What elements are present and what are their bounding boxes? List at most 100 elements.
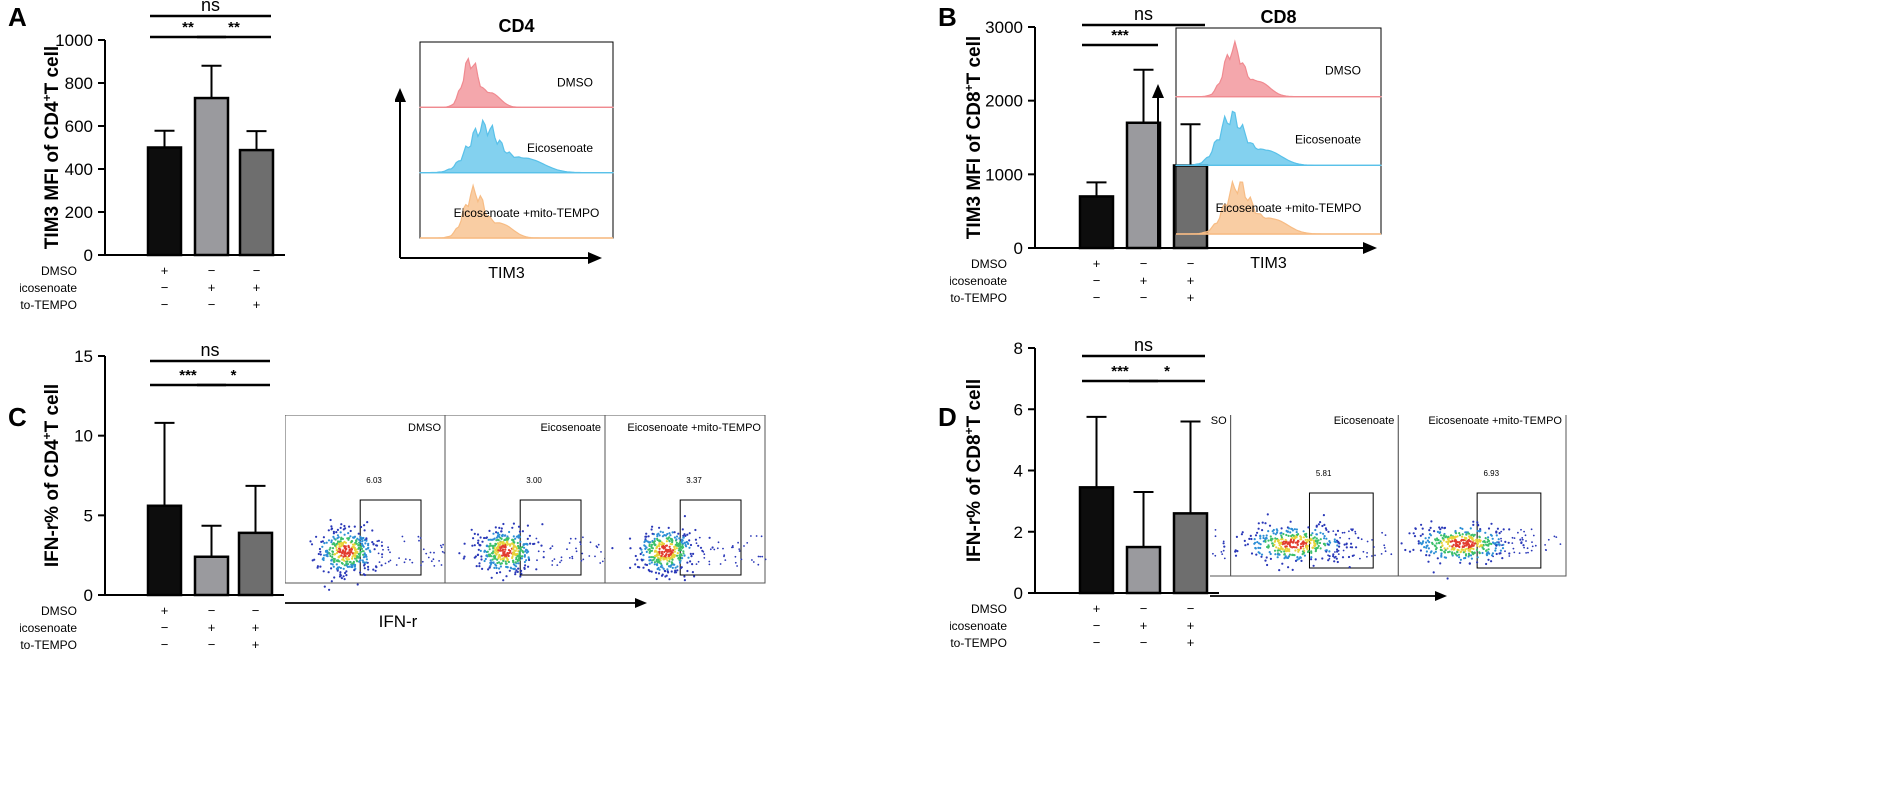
flow-dot (1495, 544, 1498, 547)
y-axis-label-suffix: T cell (964, 36, 985, 85)
flow-dot (1495, 552, 1498, 556)
bar (193, 555, 230, 597)
flow-dot (1284, 545, 1287, 548)
flow-dot (1223, 557, 1226, 560)
flow-dot (690, 555, 693, 558)
flow-dot (668, 578, 671, 581)
flow-dot (1302, 536, 1305, 539)
flow-dot (1287, 527, 1291, 530)
x-axis-arrow (1363, 242, 1377, 254)
treatment-sign: + (1187, 290, 1195, 305)
flow-dot (1425, 554, 1428, 557)
flow-dot (1336, 544, 1339, 547)
flow-dot (1517, 531, 1519, 534)
flow-dot (333, 560, 336, 563)
flow-dot (1256, 531, 1259, 534)
flow-dot (1295, 546, 1298, 549)
y-axis-label-main: IFN-r% of CD4 (42, 439, 63, 567)
bar (238, 148, 275, 257)
flow-dot (500, 527, 503, 530)
flow-dot (1284, 541, 1287, 544)
flow-dot (526, 524, 529, 527)
flow-dot (1424, 537, 1427, 540)
flow-dot (1314, 528, 1317, 532)
flow-dot (1446, 547, 1449, 550)
flow-dot (1274, 533, 1277, 536)
flow-dot (650, 546, 653, 549)
flow-dot (1434, 550, 1437, 553)
flow-dot (495, 531, 498, 534)
flow-dot (1494, 549, 1497, 552)
flow-dot (381, 541, 383, 544)
flow-dot (492, 561, 495, 564)
flow-dot (666, 568, 669, 571)
treatment-sign: + (252, 620, 260, 635)
flow-dot (1453, 552, 1456, 555)
treatment-label: Eicosenoate (20, 281, 77, 295)
x-axis-label: IFN-r (379, 612, 418, 631)
flow-dot (1307, 550, 1310, 553)
flow-dot (1458, 534, 1462, 537)
flow-dot (344, 555, 347, 558)
flow-dot (505, 541, 509, 544)
flow-dot (640, 551, 644, 554)
flow-dot (333, 576, 336, 579)
flow-dot (1470, 534, 1473, 537)
flow-dot (668, 536, 671, 539)
flow-dot (524, 550, 527, 553)
flow-dot (521, 555, 524, 558)
flow-dot (661, 531, 665, 534)
flow-dot (1319, 547, 1322, 550)
y-tick-label: 2000 (985, 92, 1023, 111)
flow-dot (1496, 527, 1499, 530)
flow-dot (1322, 532, 1325, 535)
flow-panel-frame (1397, 415, 1567, 577)
flow-dot (1325, 537, 1328, 540)
flow-dot (737, 541, 739, 544)
y-tick-label: 200 (65, 203, 93, 222)
flow-dot (483, 559, 486, 563)
flow-dot (1243, 539, 1246, 542)
flow-dot (476, 541, 480, 545)
flow-dots (309, 518, 446, 591)
flow-dot (340, 561, 343, 565)
flow-dot (339, 571, 342, 574)
flow-dot (495, 566, 498, 570)
flow-dot (476, 553, 479, 557)
flow-dot (1500, 530, 1503, 533)
flow-dot (1461, 527, 1464, 530)
flow-dots (1400, 520, 1562, 580)
flow-dot (678, 556, 681, 559)
flow-dot (1314, 558, 1317, 561)
flow-dot (483, 536, 486, 540)
flow-dot (1432, 571, 1435, 574)
flow-dot (321, 545, 324, 548)
flow-dot (1302, 540, 1305, 543)
flow-dot (499, 565, 502, 568)
flow-dot (362, 556, 365, 559)
flow-dot (1457, 549, 1460, 552)
flow-dot (333, 537, 336, 540)
flow-dot (363, 539, 366, 542)
flow-dot (1246, 543, 1249, 546)
flow-dot (389, 559, 392, 562)
flow-dot (1280, 538, 1283, 541)
flow-dot (339, 574, 342, 577)
flow-dot (1371, 555, 1373, 557)
flow-dots (458, 522, 607, 582)
y-axis-label-main: TIM3 MFI of CD8 (964, 91, 985, 239)
y-axis-label-suffix: T cell (42, 384, 63, 433)
flow-dot (1429, 551, 1432, 554)
flow-dot (339, 566, 342, 570)
flow-dot (1463, 557, 1466, 560)
flow-dot (667, 526, 670, 529)
flow-dot (1472, 523, 1475, 526)
flow-dot (1442, 534, 1445, 537)
flow-dot (688, 546, 691, 549)
flow-dot (342, 555, 345, 558)
flow-dot (659, 530, 662, 533)
flow-dot (638, 566, 641, 569)
significance-label: *** (1111, 27, 1129, 44)
flow-dot (1484, 537, 1487, 540)
flow-dot (1254, 546, 1257, 550)
